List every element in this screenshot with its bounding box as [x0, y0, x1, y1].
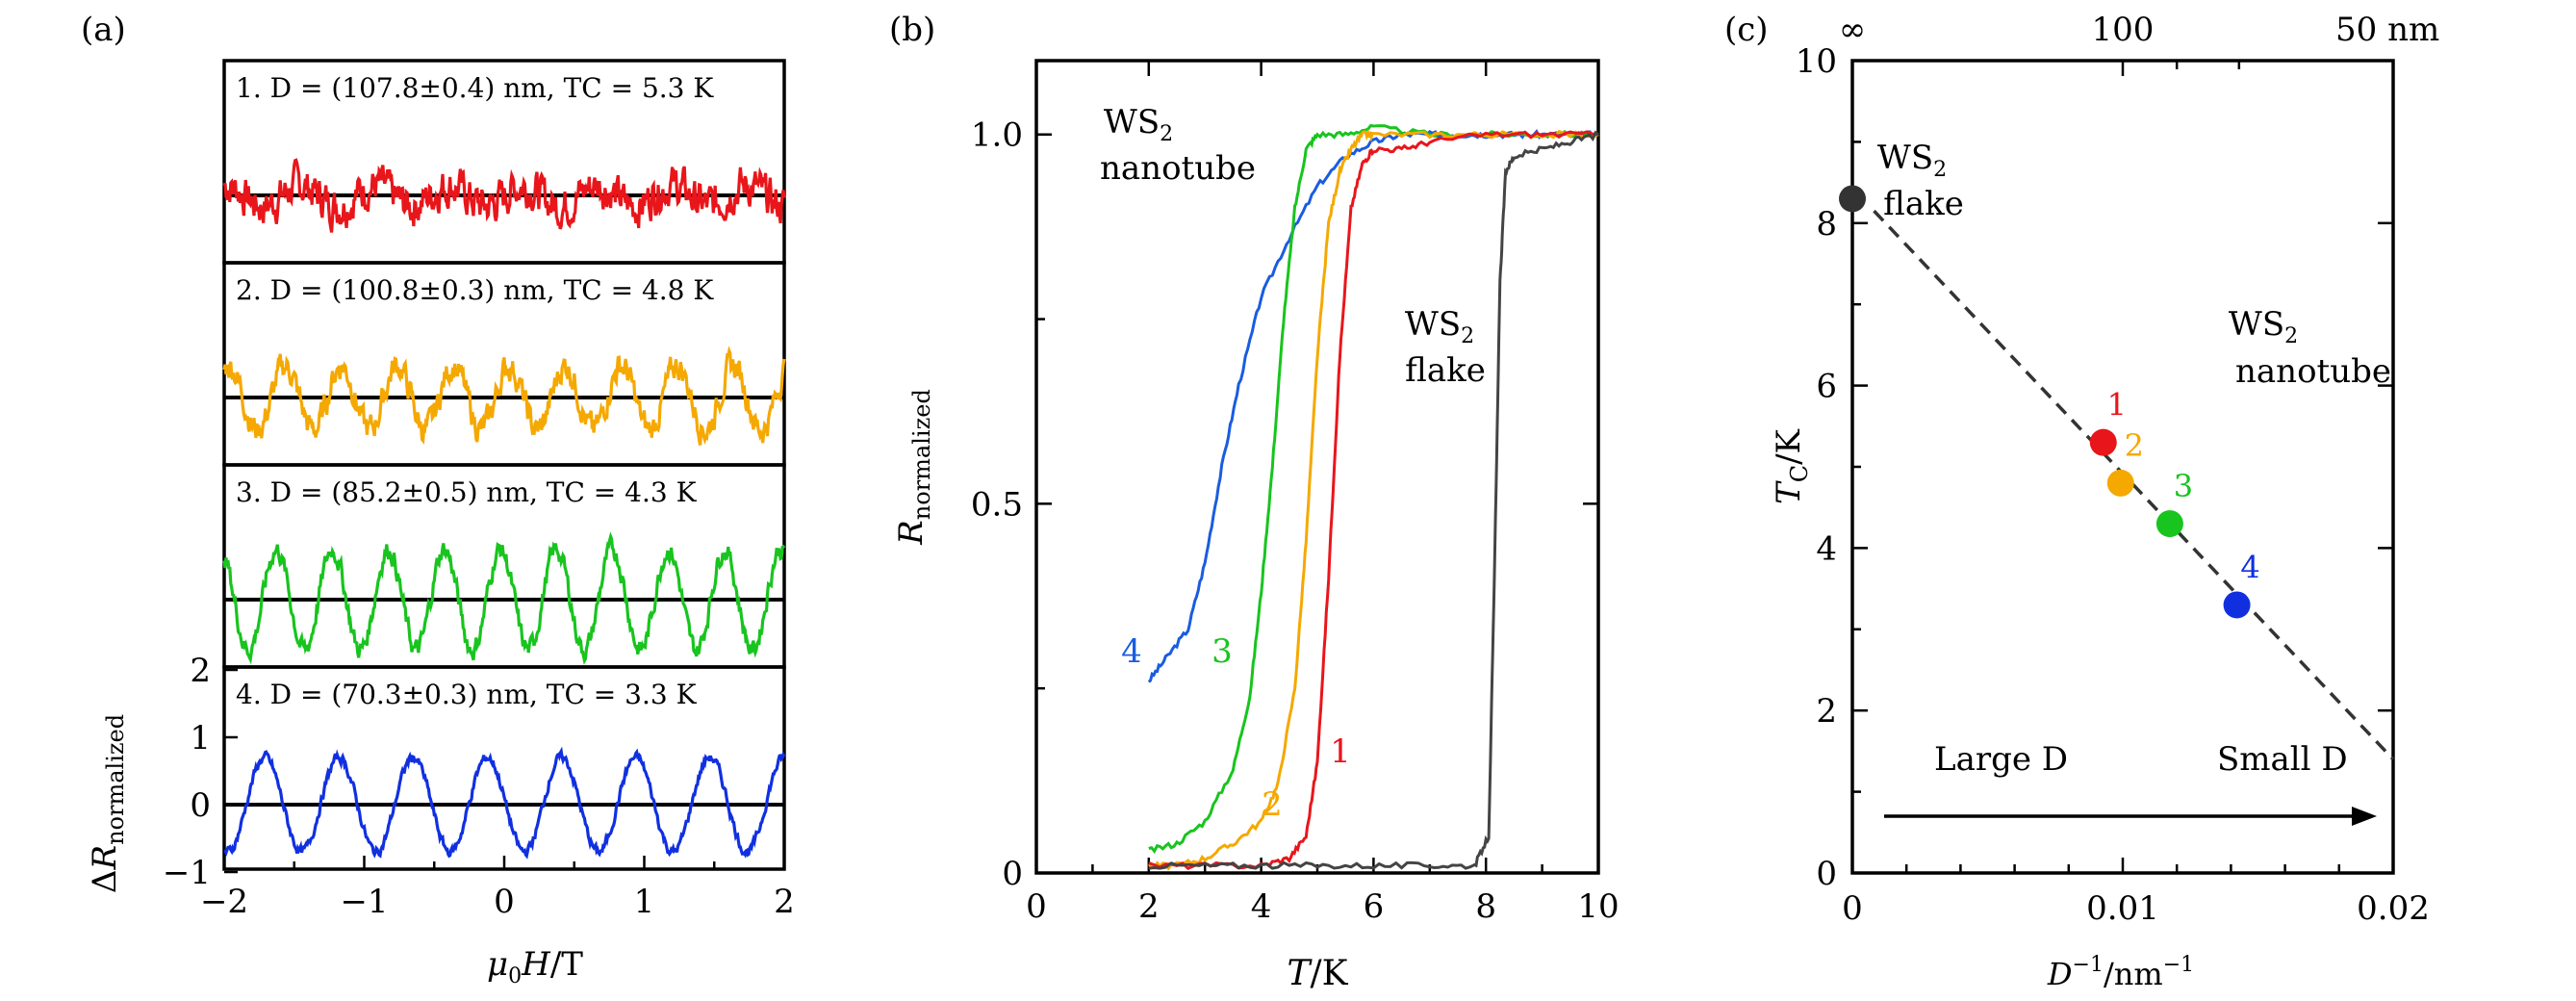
panel-b-nanotube-word: nanotube [1100, 149, 1256, 188]
panel-b-xlabel: T/K [1287, 954, 1348, 993]
panel-a-ytick-label: 0 [190, 786, 211, 825]
panel-c-point-2 [2106, 469, 2134, 497]
panel-c-xtick-label: 0 [1842, 889, 1863, 928]
panel-c-ylabel: TC/K [1770, 428, 1813, 504]
series-2-label: 2 [1262, 785, 1283, 824]
panel-c-nanotube-word: nanotube [2235, 352, 2391, 391]
subplot-3-label: 3. D = (85.2±0.5) nm, TC = 4.3 K [236, 476, 698, 508]
panel-c-point-label: 1 [2107, 387, 2127, 424]
panel-c-point-1 [2089, 428, 2117, 456]
panel-a-chart: 1. D = (107.8±0.4) nm, TC = 5.3 K 2. D = … [86, 59, 795, 988]
panel-c-toptick-label: 100 [2092, 11, 2155, 49]
panel-a-xtick-label: 0 [494, 883, 515, 921]
panel-c-xtick-label: 0.02 [2357, 889, 2430, 928]
series-flake-line [1148, 130, 1599, 870]
panel-c-label: (c) [1724, 11, 1769, 49]
panel-c-point-4 [2223, 591, 2251, 619]
panel-c-ytick-label: 8 [1816, 205, 1837, 244]
panel-b-ytick-label: 1.0 [971, 116, 1023, 155]
panel-a-ytick-label: 2 [190, 652, 211, 690]
panel-c-xlabel: D−1/nm−1 [2047, 953, 2194, 992]
panel-c-plot: 123 4 [1839, 185, 2395, 761]
panel-b-flake-ws2: WS2 [1405, 305, 1474, 348]
panel-b-ytick-label: 0.5 [971, 485, 1023, 524]
series-4-line [1147, 129, 1599, 683]
panel-b-chart: 0 2 4 6 8 10 0 0.5 1.0 4 3 2 1 WS2 nanotube WS2 fla… [892, 59, 1620, 993]
panel-c-toptick-label: 50 nm [2335, 11, 2439, 49]
series-2-line [1148, 128, 1599, 871]
panel-c-ytick-label: 2 [1816, 692, 1837, 731]
subplot-2-label: 2. D = (100.8±0.3) nm, TC = 4.8 K [236, 274, 714, 306]
subplot-4-label: 4. D = (70.3±0.3) nm, TC = 3.3 K [236, 679, 698, 710]
subplot-1-trace [222, 158, 786, 233]
panel-c-flake-word: flake [1883, 185, 1964, 223]
panel-a-xtick-label: −1 [340, 883, 388, 921]
subplot-1-label: 1. D = (107.8±0.4) nm, TC = 5.3 K [236, 72, 714, 104]
panel-c-ticks: 0 0.01 0.02 0 2 4 6 8 10∞ 100 50 nm [1796, 11, 2439, 928]
panel-c-point-label: 3 [2174, 468, 2193, 504]
panel-c-large-d: Large D [1934, 740, 2068, 779]
series-4-label: 4 [1121, 632, 1142, 671]
panel-c-point-label: 4 [2240, 549, 2259, 585]
panel-b-ytick-label: 0 [1002, 855, 1023, 893]
panel-c-small-d: Small D [2217, 740, 2348, 779]
panel-c-ytick-label: 6 [1816, 368, 1837, 406]
panel-b-ticks: 0 2 4 6 8 10 0 0.5 1.0 [971, 61, 1620, 926]
series-1-line [1148, 130, 1599, 870]
panel-b-flake-word: flake [1405, 351, 1486, 390]
panel-c-arrowhead [2352, 807, 2377, 826]
panel-c-flake-ws2: WS2 [1877, 139, 1947, 182]
panel-c-ytick-label: 4 [1816, 529, 1837, 568]
panel-c-nanotube-ws2: WS2 [2229, 305, 2298, 348]
subplot-4-trace [223, 746, 786, 860]
subplot-2-trace [222, 346, 786, 446]
panel-c-ytick-label: 10 [1796, 42, 1837, 81]
panel-a-xlabel: μ0H/T [487, 945, 583, 988]
panel-a-xtick-label: −2 [200, 883, 248, 921]
panel-b-xtick-label: 2 [1138, 887, 1160, 926]
series-3-label: 3 [1211, 632, 1233, 671]
panel-a-subplots: 1. D = (107.8±0.4) nm, TC = 5.3 K 2. D = … [222, 59, 786, 871]
panel-c-point-label: 2 [2125, 427, 2144, 464]
panel-a-label: (a) [81, 11, 126, 49]
panel-a-xtick-label: 2 [774, 883, 795, 921]
panel-c-point-3 [2155, 510, 2183, 538]
panel-b-ylabel: Rnormalized [892, 389, 935, 546]
panel-a-ytick-label: 1 [190, 719, 211, 757]
panel-c-ytick-label: 0 [1816, 855, 1837, 893]
panel-b-series: 4 3 2 1 [1121, 123, 1599, 871]
panel-c-xtick-label: 0.01 [2086, 889, 2159, 928]
panel-a-xtick-label: 1 [634, 883, 655, 921]
panel-b-nanotube-ws2: WS2 [1104, 103, 1173, 146]
panel-b-xtick-label: 10 [1577, 887, 1619, 926]
subplot-3-trace [222, 531, 786, 665]
panel-a-ytick-label: −1 [163, 854, 211, 892]
series-3-line [1148, 123, 1599, 855]
panel-a-ylabel: ΔRnormalized [86, 714, 129, 893]
panel-b-label: (b) [889, 11, 935, 49]
panel-b-xtick-label: 4 [1251, 887, 1272, 926]
series-1-label: 1 [1330, 732, 1351, 771]
panel-c-point-flake [1839, 185, 1866, 213]
panel-b-xtick-label: 0 [1026, 887, 1047, 926]
panel-b-xtick-label: 8 [1475, 887, 1496, 926]
panel-b-xtick-label: 6 [1364, 887, 1385, 926]
panel-c-toptick-label: ∞ [1839, 11, 1866, 49]
